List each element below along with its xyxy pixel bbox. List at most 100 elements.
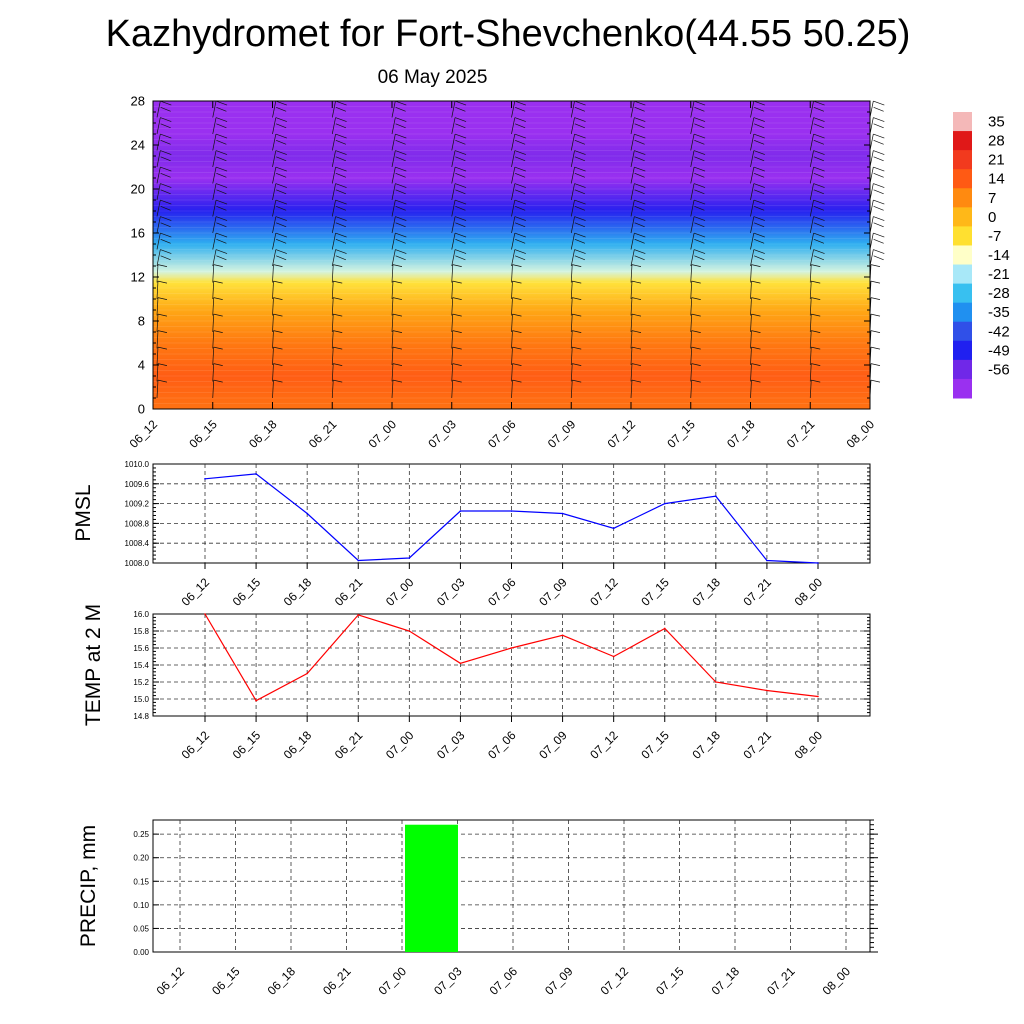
wind-barb-flag bbox=[515, 189, 526, 195]
wind-barb-flag bbox=[813, 106, 825, 112]
wind-barb bbox=[451, 117, 456, 135]
y-tick-label: 1008.8 bbox=[125, 519, 150, 528]
wind-barb-flag bbox=[694, 205, 705, 211]
wind-barb-flag bbox=[512, 313, 522, 317]
wind-barb-flag bbox=[454, 199, 467, 205]
wind-barb-flag bbox=[512, 363, 522, 366]
wind-barb bbox=[630, 183, 635, 201]
wind-barb-flag bbox=[275, 249, 287, 254]
wind-barb-flag bbox=[634, 123, 645, 129]
wind-barb bbox=[869, 249, 874, 267]
wind-barb bbox=[156, 347, 159, 366]
chart-title: Kazhydromet for Fort-Shevchenko(44.55 50… bbox=[105, 13, 911, 55]
wind-barb bbox=[331, 216, 336, 234]
data-point bbox=[408, 557, 411, 559]
x-tick-label: 06_12 bbox=[179, 575, 213, 609]
colorbar-swatch bbox=[953, 207, 972, 227]
wind-barb bbox=[809, 183, 814, 201]
wind-barb-flag bbox=[754, 222, 765, 228]
colorbar-label: -7 bbox=[988, 228, 1001, 245]
wind-barb-flag bbox=[870, 264, 881, 267]
x-tick-label: 07_15 bbox=[638, 575, 672, 609]
wind-barb-flag bbox=[572, 330, 582, 333]
wind-barb bbox=[630, 264, 633, 283]
wind-barb-flag bbox=[216, 123, 227, 129]
wind-barb-flag bbox=[873, 238, 884, 244]
wind-barb bbox=[511, 281, 513, 300]
wind-barb-flag bbox=[574, 199, 586, 205]
wind-barb-flag bbox=[335, 189, 347, 195]
wind-barb-flag bbox=[572, 346, 582, 350]
wind-barb-flag bbox=[160, 133, 172, 139]
wind-barb bbox=[272, 249, 277, 267]
x-tick-label: 07_21 bbox=[741, 728, 775, 762]
wind-barb-flag bbox=[813, 117, 825, 122]
wind-barb-flag bbox=[160, 238, 171, 244]
wind-barb-flag bbox=[335, 172, 347, 178]
wind-barb bbox=[156, 281, 159, 300]
x-tick-label: 07_15 bbox=[664, 417, 698, 451]
wind-barb bbox=[331, 264, 334, 283]
wind-barb bbox=[511, 380, 513, 399]
wind-barb-flag bbox=[813, 205, 825, 211]
wind-barb-flag bbox=[392, 330, 403, 333]
wind-barb-flag bbox=[160, 166, 172, 172]
wind-barb-flag bbox=[454, 166, 467, 172]
wind-barb-flag bbox=[691, 363, 701, 366]
wind-barb bbox=[570, 150, 575, 168]
x-tick-label: 07_03 bbox=[425, 417, 459, 451]
wind-barb bbox=[570, 117, 575, 135]
wind-barb-flag bbox=[751, 346, 761, 350]
wind-barb-flag bbox=[160, 172, 171, 178]
wind-barb-flag bbox=[160, 183, 172, 188]
data-point bbox=[612, 527, 615, 530]
wind-barb bbox=[212, 347, 215, 366]
wind-barb-flag bbox=[160, 117, 172, 122]
wind-barb bbox=[869, 233, 874, 250]
wind-barb-flag bbox=[515, 139, 526, 145]
wind-barb-flag bbox=[751, 280, 761, 284]
wind-barb bbox=[272, 150, 277, 168]
wind-barb-flag bbox=[691, 313, 701, 317]
wind-barb bbox=[809, 281, 812, 300]
wind-barb bbox=[331, 330, 334, 349]
wind-barb bbox=[750, 249, 755, 267]
wind-barb-flag bbox=[691, 330, 701, 333]
wind-barb-flag bbox=[631, 346, 642, 350]
wind-barb-flag bbox=[216, 156, 227, 162]
wind-barb-flag bbox=[754, 156, 765, 162]
wind-barb-flag bbox=[335, 166, 347, 172]
wind-barb-flag bbox=[574, 100, 586, 106]
x-tick-label: 07_12 bbox=[587, 575, 621, 609]
colorbar: 35 28 21 14 7 0 -7 -14 -21 -28 -35 -42 -49 -56 bbox=[953, 112, 1010, 399]
x-tick-label: 06_21 bbox=[332, 575, 366, 609]
wind-barb-flag bbox=[273, 379, 283, 383]
wind-barb bbox=[570, 249, 575, 267]
wind-barb bbox=[630, 117, 635, 135]
wind-barb-flag bbox=[275, 232, 287, 238]
wind-barb bbox=[331, 150, 336, 168]
wind-barb bbox=[511, 363, 513, 382]
wind-barb-flag bbox=[512, 264, 522, 267]
wind-barb bbox=[690, 249, 695, 267]
wind-barb-flag bbox=[455, 238, 466, 244]
colorbar-swatch bbox=[953, 226, 972, 246]
wind-barb bbox=[511, 101, 516, 118]
wind-barb-flag bbox=[574, 205, 586, 211]
y-tick-label: 8 bbox=[138, 314, 145, 329]
x-tick-label: 06_21 bbox=[306, 417, 340, 451]
wind-barb-flag bbox=[395, 232, 407, 238]
wind-barb-flag bbox=[395, 189, 406, 195]
x-tick-label: 08_00 bbox=[792, 575, 826, 609]
wind-barb-flag bbox=[333, 379, 343, 383]
wind-barb bbox=[630, 216, 635, 234]
wind-barb-flag bbox=[754, 106, 765, 112]
x-tick-label: 07_06 bbox=[487, 964, 521, 998]
wind-barb bbox=[451, 363, 454, 382]
wind-barb-flag bbox=[454, 100, 467, 106]
wind-barb-flag bbox=[157, 313, 168, 317]
y-tick-label: 0.25 bbox=[133, 830, 149, 839]
wind-barb-flag bbox=[395, 238, 406, 244]
wind-barb bbox=[272, 233, 277, 250]
wind-barb-flag bbox=[392, 313, 403, 317]
